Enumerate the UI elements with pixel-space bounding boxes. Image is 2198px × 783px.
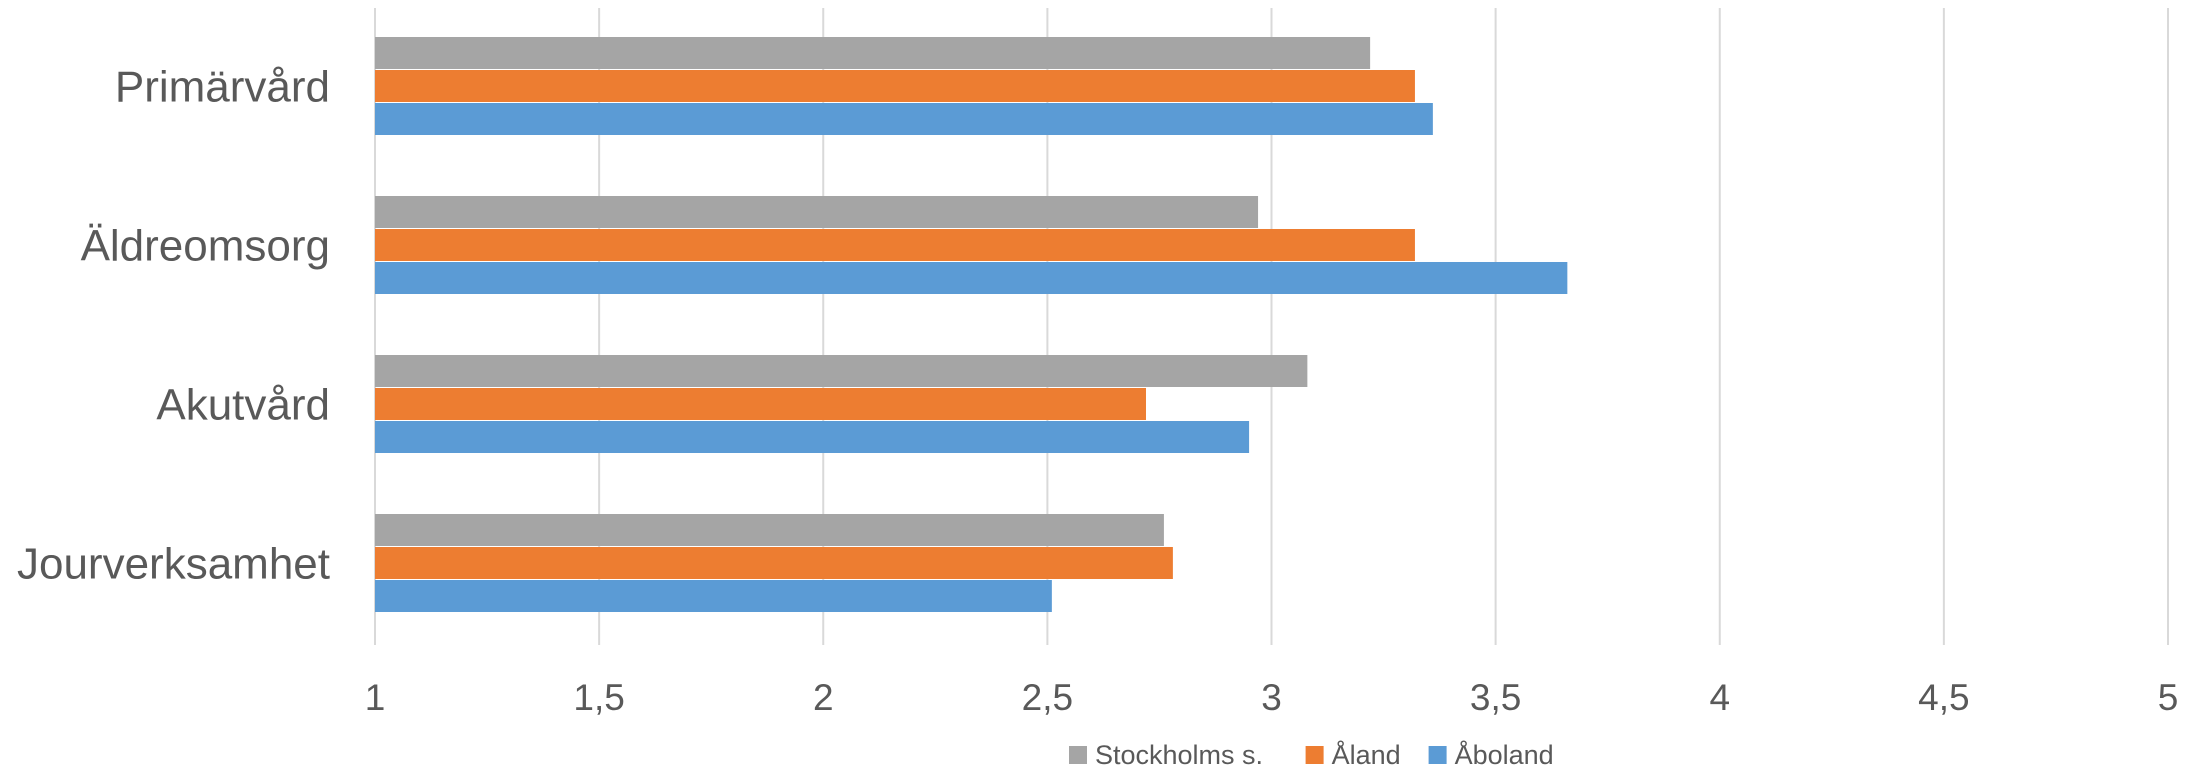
bar-2-2: [375, 421, 1250, 453]
bars: [375, 37, 1568, 612]
bar-1-2: [375, 388, 1146, 420]
bar-1-0: [375, 70, 1415, 102]
bar-1-1: [375, 229, 1415, 261]
legend-label-1: Åland: [1332, 739, 1401, 770]
category-label-0: Primärvård: [115, 63, 330, 112]
x-tick-label-0: 1: [365, 677, 386, 718]
bar-0-3: [375, 514, 1164, 546]
x-tick-label-2: 2: [813, 677, 834, 718]
bar-0-1: [375, 196, 1259, 228]
category-labels: Primärvård Äldreomsorg Akutvård Jourverksam…: [17, 63, 330, 589]
legend-swatch-1: [1305, 746, 1324, 764]
bar-2-1: [375, 262, 1568, 294]
legend-label-2: Åboland: [1455, 739, 1554, 770]
x-tick-label-5: 3,5: [1470, 677, 1521, 718]
bar-2-0: [375, 103, 1433, 135]
x-tick-label-4: 3: [1261, 677, 1282, 718]
x-tick-label-3: 2,5: [1022, 677, 1073, 718]
legend-label-0: Stockholms s.: [1095, 740, 1263, 770]
x-tick-label-7: 4,5: [1918, 677, 1969, 718]
x-tick-label-1: 1,5: [573, 677, 624, 718]
category-label-1: Äldreomsorg: [81, 222, 330, 271]
x-tick-label-8: 5: [2158, 677, 2179, 718]
bar-2-3: [375, 580, 1052, 612]
category-label-2: Akutvård: [156, 381, 330, 430]
x-axis-tick-labels: 1 1,5 2 2,5 3 3,5 4 4,5 5: [365, 677, 2179, 718]
category-label-3: Jourverksamhet: [17, 540, 330, 589]
legend-swatch-0: [1069, 746, 1087, 764]
bar-0-0: [375, 37, 1371, 69]
bar-1-3: [375, 547, 1173, 579]
x-tick-label-6: 4: [1709, 677, 1730, 718]
legend-swatch-2: [1428, 746, 1447, 764]
legend: Stockholms s. Åland Åboland: [1069, 739, 1554, 770]
bar-0-2: [375, 355, 1308, 387]
